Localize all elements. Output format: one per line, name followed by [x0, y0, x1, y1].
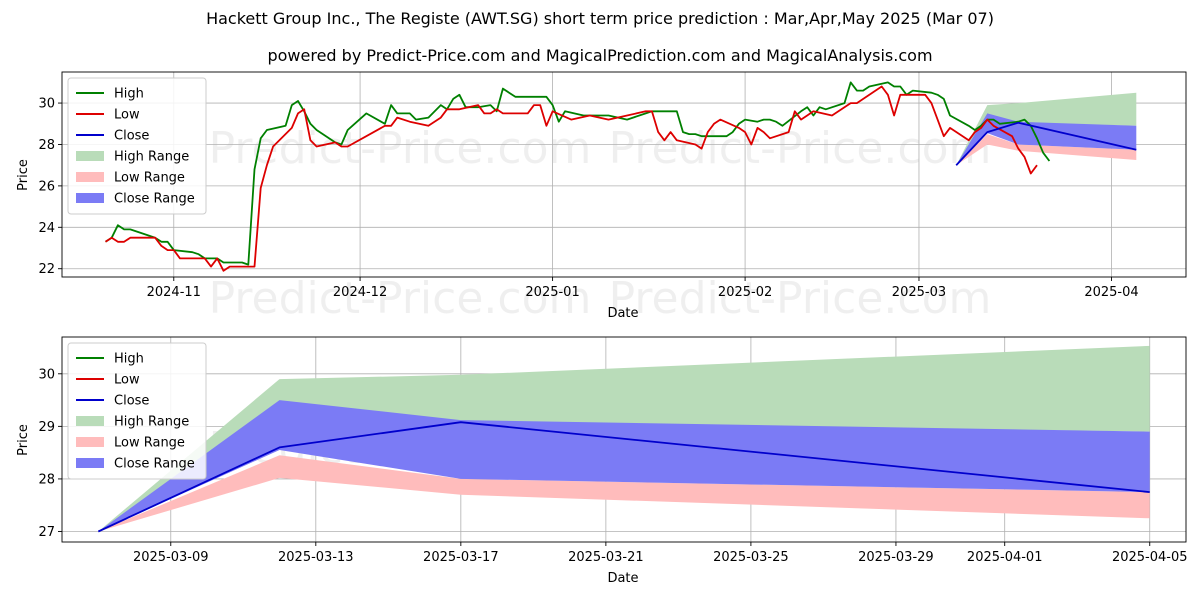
legend-label: High Range [114, 150, 189, 165]
x-tick-label: 2025-02 [718, 285, 772, 300]
legend-label: Low Range [114, 171, 185, 186]
range-band [956, 113, 1137, 166]
legend-label: Low [114, 108, 140, 123]
axes-frame [61, 336, 1187, 543]
legend-swatch [76, 172, 104, 182]
x-tick-label: 2024-12 [333, 285, 387, 300]
x-tick-label: 2025-03-17 [423, 550, 499, 565]
x-tick-label: 2025-01 [525, 285, 579, 300]
series-line [955, 121, 1137, 166]
x-tick-label: 2025-04-01 [967, 550, 1043, 565]
x-tick-label: 2025-03-09 [133, 550, 209, 565]
range-band [98, 455, 1150, 532]
watermark: Predict-Price.com [609, 273, 992, 324]
x-tick-label: 2025-03-25 [713, 550, 789, 565]
y-tick-label: 29 [38, 420, 55, 435]
range-band [98, 400, 1150, 532]
top-plot-area: 22 24 26 28 30 2024-11 2024-12 2025-01 2025-02 20… [38, 71, 1187, 300]
x-tick-label: 2025-03-21 [568, 550, 644, 565]
x-tick-label: 2025-03-13 [278, 550, 354, 565]
watermark: Predict-Price.com [609, 123, 992, 174]
range-band [956, 92, 1137, 166]
y-tick-label: 28 [38, 138, 55, 153]
y-tick-label: 27 [38, 525, 55, 540]
legend-swatch [76, 151, 104, 161]
legend-swatch [76, 458, 104, 468]
legend-swatch [76, 437, 104, 447]
x-tick-label: 2025-03 [892, 285, 946, 300]
y-tick-label: 22 [38, 262, 55, 277]
legend-label: High [114, 352, 144, 367]
series-line [105, 85, 1038, 272]
axes-frame [61, 71, 1187, 278]
top-chart: Predict-Price.com Predict-Price.com Pred… [16, 71, 1187, 324]
x-axis-label: Date [607, 306, 638, 321]
legend-swatch [76, 416, 104, 426]
x-axis-label: Date [607, 571, 638, 586]
y-tick-label: 26 [38, 179, 55, 194]
legend-label: Close Range [114, 457, 195, 472]
x-tick-label: 2025-04-05 [1112, 550, 1188, 565]
legend-label: Low Range [114, 436, 185, 451]
series-line [105, 81, 1051, 266]
legend-swatch [76, 193, 104, 203]
legend-label: High [114, 87, 144, 102]
legend-label: Close [114, 394, 149, 409]
series-line [97, 421, 1150, 533]
y-axis-label: Price [16, 424, 31, 456]
y-tick-label: 24 [38, 221, 55, 236]
range-band [956, 134, 1137, 166]
legend-label: Low [114, 373, 140, 388]
y-tick-label: 30 [38, 367, 55, 382]
chart-title: Hackett Group Inc., The Registe (AWT.SG)… [206, 9, 994, 28]
y-tick-label: 30 [38, 97, 55, 112]
bottom-chart: Predict-Price.com Predict-Price.com 2728… [16, 336, 1188, 586]
y-axis-label: Price [16, 159, 31, 191]
legend-label: Close Range [114, 192, 195, 207]
x-tick-label: 2025-04 [1084, 285, 1138, 300]
watermark: Predict-Price.com [209, 273, 592, 324]
legend-label: Close [114, 129, 149, 144]
bottom-plot-area: 27 28 29 30 2025-03-09 2025-03-13 2025-03-17 20… [38, 336, 1188, 565]
x-tick-label: 2025-03-29 [858, 550, 934, 565]
range-band [98, 345, 1150, 532]
legend-label: High Range [114, 415, 189, 430]
x-tick-label: 2024-11 [147, 285, 201, 300]
y-tick-label: 28 [38, 472, 55, 487]
chart-subtitle: powered by Predict-Price.com and Magical… [267, 46, 933, 65]
